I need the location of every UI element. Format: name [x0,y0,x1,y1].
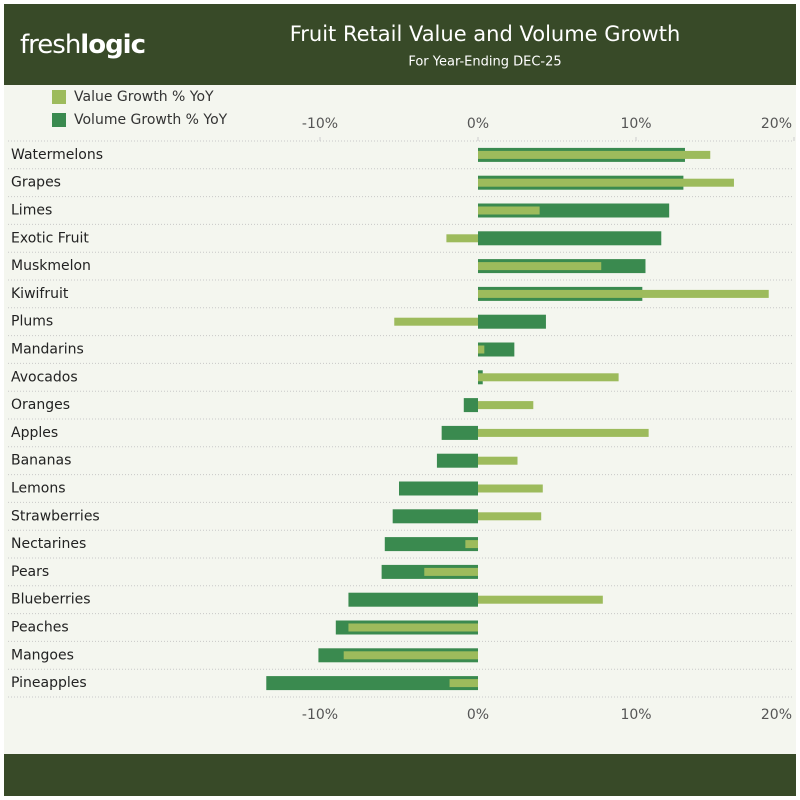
logo-bold: logic [80,30,145,60]
category-label: Nectarines [11,536,86,552]
category-label: Pears [11,564,49,580]
x-tick-label: 0% [467,707,489,723]
bar [441,425,478,440]
x-tick-label: -10% [302,707,338,723]
x-tick-label: 0% [467,116,489,132]
bar [478,345,485,354]
category-label: Pineapples [11,675,87,691]
bar [436,453,478,468]
chart-subtitle: For Year-Ending DEC-25 [408,55,561,70]
legend-swatch [52,90,66,104]
x-tick-label: 10% [620,116,651,132]
category-label: Bananas [11,453,71,469]
bar [478,373,619,382]
bar [478,231,662,246]
legend-swatch [52,113,66,127]
bar [478,206,540,215]
bar [478,342,515,357]
bar [394,317,478,326]
logo: freshlogic [20,30,145,60]
category-label: Peaches [11,620,69,636]
bar [478,595,603,604]
bar [348,623,478,632]
category-label: Grapes [11,175,61,191]
category-label: Lemons [11,481,66,497]
bar [478,178,734,187]
bar [478,401,534,410]
bar [478,289,769,298]
bar [424,567,478,576]
bar [446,234,478,243]
logo-light: fresh [20,30,80,60]
header [4,4,796,85]
category-label: Oranges [11,397,70,413]
category-label: Exotic Fruit [11,230,89,246]
bar [266,676,478,691]
footer [4,754,796,796]
bar [478,150,711,159]
x-tick-label: 20% [761,707,792,723]
category-label: Kiwifruit [11,286,69,302]
category-label: Apples [11,425,58,441]
bar [343,651,478,660]
category-label: Muskmelon [11,258,91,274]
bar [478,512,542,521]
legend-label: Value Growth % YoY [74,89,214,105]
bar [463,398,478,413]
bar [478,484,543,493]
background [4,4,796,796]
category-label: Strawberries [11,508,100,524]
bar [384,537,478,552]
category-label: Plums [11,314,53,330]
category-label: Limes [11,203,52,219]
legend-label: Volume Growth % YoY [74,112,228,128]
x-tick-label: 20% [761,116,792,132]
bar [478,428,649,437]
category-label: Watermelons [11,147,103,163]
bar [478,314,546,329]
bar [478,456,518,465]
bar [449,679,478,688]
bar [392,509,478,524]
chart-title: Fruit Retail Value and Volume Growth [290,22,681,46]
x-tick-label: 10% [620,707,651,723]
category-label: Blueberries [11,592,91,608]
bar [478,262,602,271]
category-label: Mandarins [11,342,84,358]
bar [399,481,478,496]
category-label: Avocados [11,369,78,385]
bar [465,540,478,549]
bar [348,592,478,607]
x-tick-label: -10% [302,116,338,132]
category-label: Mangoes [11,647,74,663]
